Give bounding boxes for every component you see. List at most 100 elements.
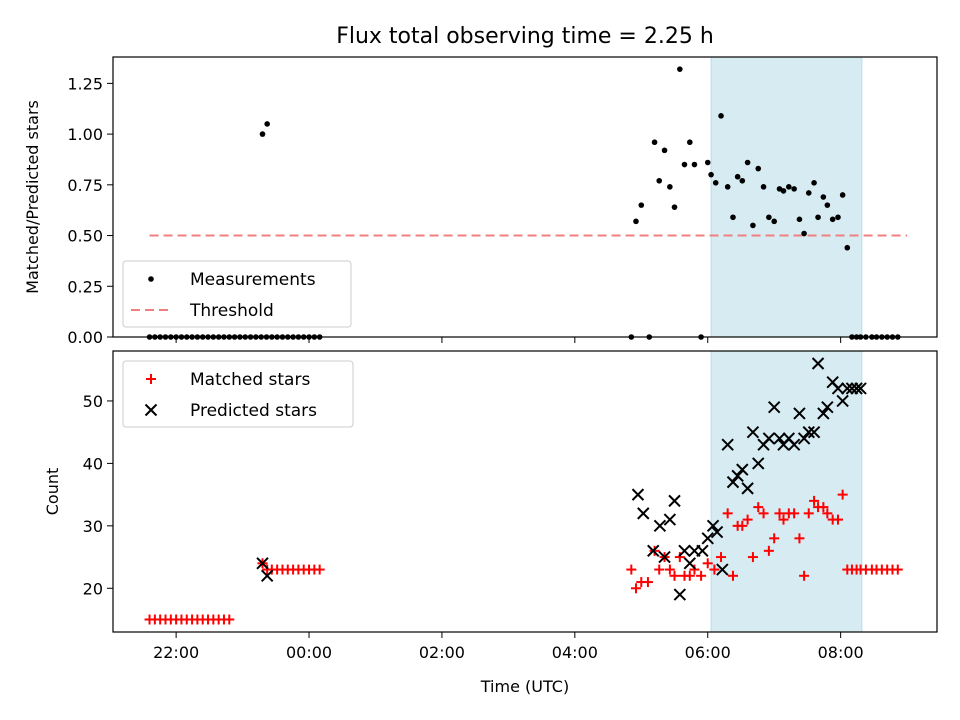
- y-tick-label: 30: [83, 517, 103, 536]
- predicted-star-point: [726, 475, 740, 489]
- predicted-star-point: [773, 432, 786, 445]
- matched-star-point: [803, 508, 814, 519]
- predicted-star-point: [678, 544, 691, 558]
- matched-star-point: [669, 570, 680, 581]
- y-tick-label: 1.00: [67, 125, 103, 144]
- y-tick-label: 0.00: [67, 328, 103, 347]
- top-panel-legend-box: [122, 260, 352, 328]
- matched-star-point: [630, 583, 641, 594]
- matched-star-point: [314, 564, 325, 575]
- bottom-panel-legend-items: Matched stars Predicted stars: [144, 370, 317, 421]
- measurement-point: [638, 202, 645, 208]
- matched-star-point: [727, 570, 738, 581]
- bottom-panel-x-ticks: 22:00 00:00 02:00 04:00 06:00 08:00: [153, 632, 864, 662]
- legend-label: Measurements: [190, 270, 316, 290]
- matched-star-point: [799, 570, 810, 581]
- y-tick-label: 40: [83, 454, 103, 473]
- predicted-star-point: [841, 382, 854, 395]
- predicted-star-point: [663, 513, 677, 526]
- measurement-point: [820, 194, 827, 200]
- matched-star-point: [664, 564, 675, 575]
- measurement-point: [750, 222, 756, 229]
- measurement-point: [661, 147, 668, 154]
- matched-star-point: [626, 564, 637, 575]
- predicted-star-point: [637, 507, 650, 520]
- matched-star-point: [763, 545, 774, 556]
- measurement-point: [681, 161, 688, 168]
- legend-plus-marker: [146, 374, 156, 384]
- y-tick-label: 0.25: [67, 277, 103, 296]
- measurement-point: [718, 113, 724, 119]
- matched-star-point: [737, 520, 748, 531]
- predicted-star-point: [716, 563, 729, 576]
- measurement-point: [815, 214, 821, 221]
- predicted-star-point: [817, 407, 830, 420]
- measurement-point: [677, 66, 683, 72]
- bottom-panel-marks: [144, 357, 903, 625]
- top-panel-legend: Measurements Threshold: [122, 260, 352, 328]
- measurement-point: [844, 244, 851, 251]
- predicted-star-point: [710, 525, 724, 539]
- matched-star-point: [684, 570, 695, 581]
- predicted-star-point: [256, 557, 269, 570]
- y-tick-label: 50: [83, 392, 103, 411]
- predicted-star-point: [752, 457, 765, 470]
- predicted-star-point: [736, 463, 749, 476]
- bottom-panel-legend-box: [122, 360, 354, 428]
- predicted-star-point: [797, 432, 811, 445]
- measurement-point: [691, 161, 698, 168]
- measurement-point: [744, 159, 751, 166]
- predicted-star-point: [706, 519, 720, 533]
- measurement-point: [730, 214, 736, 221]
- measurement-point: [633, 218, 639, 225]
- y-tick-label: 0.75: [67, 176, 103, 195]
- predicted-star-point: [821, 400, 834, 414]
- x-tick-label: 00:00: [286, 643, 332, 662]
- matched-star-point: [832, 514, 843, 525]
- measurement-point: [780, 188, 787, 194]
- matched-star-point: [642, 577, 653, 588]
- measurement-point: [724, 184, 731, 190]
- legend-cross-marker: [144, 403, 158, 417]
- measurement-point: [786, 184, 792, 190]
- bottom-panel-y-ticks: 20 30 40 50: [83, 392, 113, 598]
- measurement-point: [835, 214, 841, 221]
- predicted-star-point: [793, 407, 806, 420]
- predicted-star-point: [631, 488, 645, 501]
- legend-entry: Threshold: [131, 301, 274, 321]
- matched-star-point: [789, 508, 800, 519]
- measurement-point: [791, 186, 797, 192]
- measurement-point: [704, 159, 711, 166]
- x-tick-label: 04:00: [552, 643, 598, 662]
- bottom-panel-y-axis-label: Count: [43, 468, 62, 516]
- y-tick-label: 1.25: [67, 74, 103, 93]
- predicted-star-point: [668, 494, 681, 508]
- measurement-point: [760, 184, 767, 190]
- predicted-star-point: [850, 382, 863, 395]
- matched-star-point: [747, 552, 758, 563]
- matched-star-point: [722, 508, 733, 519]
- predicted-star-point: [802, 425, 815, 439]
- predicted-star-point: [807, 425, 821, 439]
- legend-dot-marker: [148, 276, 154, 282]
- matched-star-point: [702, 558, 713, 569]
- matched-star-point: [809, 495, 820, 506]
- x-tick-label: 22:00: [153, 643, 199, 662]
- matched-star-point: [654, 564, 665, 575]
- predicted-star-point: [653, 519, 667, 533]
- measurement-point: [712, 179, 719, 186]
- measurement-point: [667, 184, 673, 190]
- matched-star-point: [709, 564, 720, 575]
- matched-star-point: [753, 502, 764, 513]
- predicted-star-point: [746, 425, 760, 439]
- predicted-star-point: [831, 382, 845, 395]
- measurement-point: [805, 190, 812, 196]
- legend-label: Predicted stars: [190, 401, 317, 421]
- top-panel: 0.00 0.25 0.50 0.75 1.00 1.25 Flux total obse…: [23, 24, 938, 347]
- observing-window-span: [710, 350, 863, 633]
- matched-star-point: [822, 508, 833, 519]
- measurement-point: [755, 165, 762, 172]
- top-panel-x-ticks: [175, 337, 842, 343]
- predicted-star-point: [260, 569, 274, 583]
